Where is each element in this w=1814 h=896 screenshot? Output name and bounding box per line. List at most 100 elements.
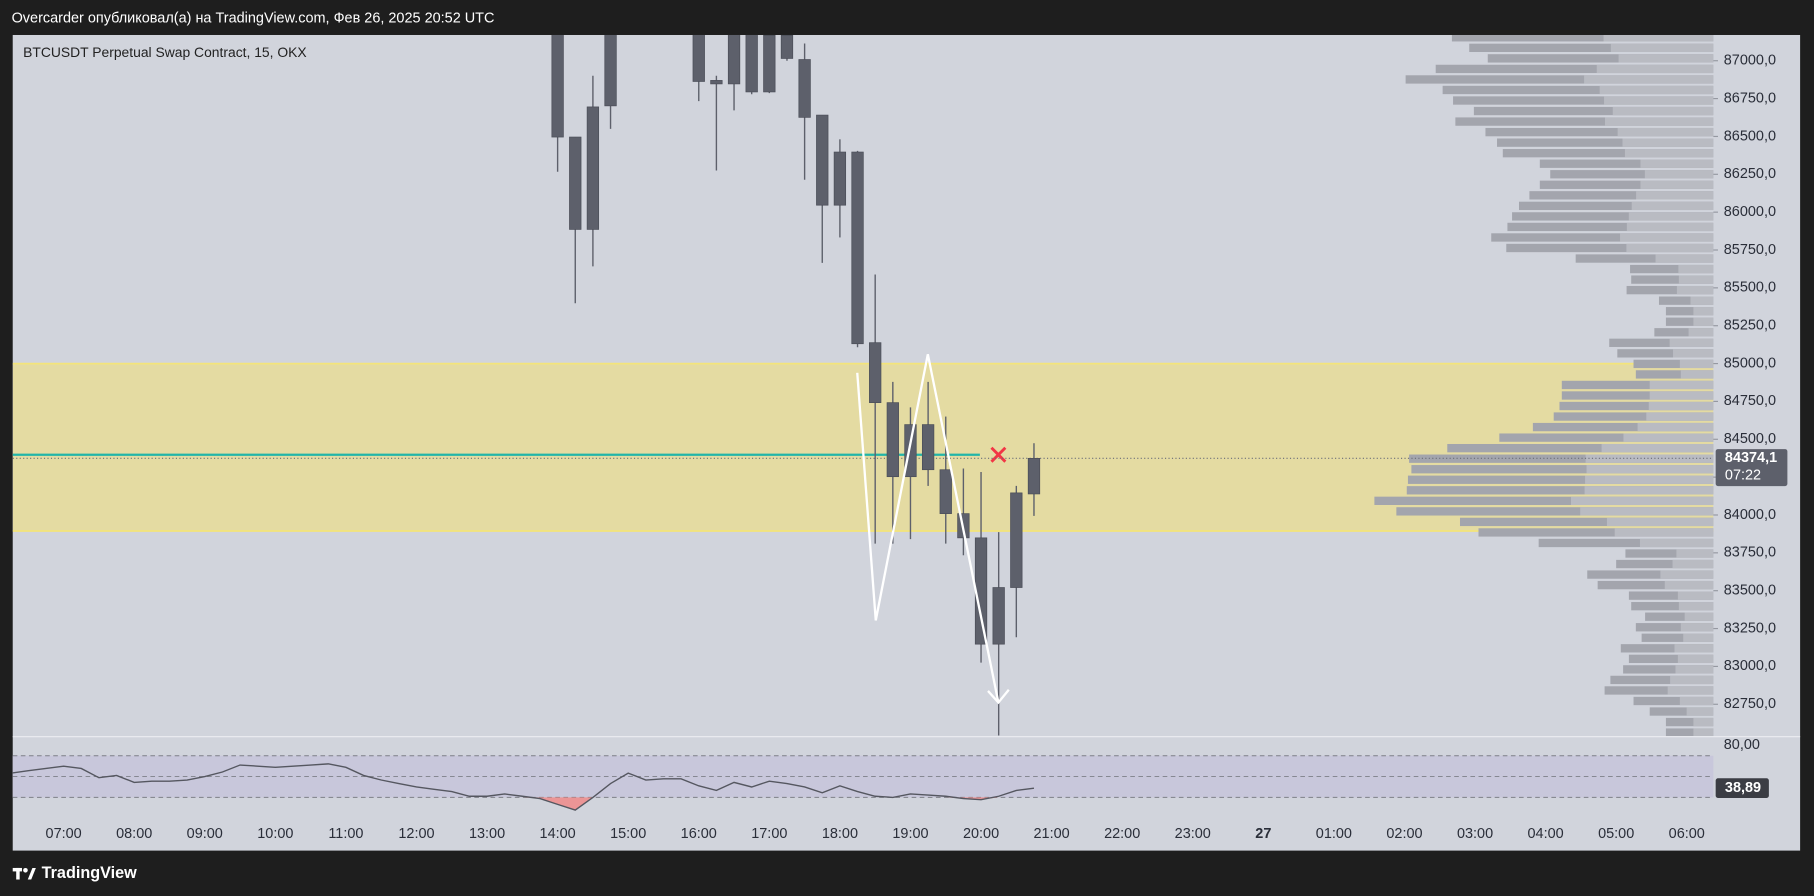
volume-profile-bar-part: [1649, 380, 1714, 390]
last-price-box: [1715, 449, 1788, 487]
x-tick-label: 09:00: [187, 826, 223, 842]
volume-profile-bar: [1631, 602, 1714, 611]
volume-profile-bar: [1497, 138, 1714, 147]
volume-profile-bar: [1447, 443, 1714, 453]
volume-profile-bar-part: [1676, 285, 1714, 295]
x-tick-label: 17:00: [751, 826, 787, 842]
volume-profile-bar: [1518, 201, 1714, 211]
volume-profile-bar-part: [1678, 602, 1714, 611]
volume-profile-bar-part: [1677, 654, 1714, 664]
y-tick-label: 86500,0: [1724, 128, 1776, 144]
volume-profile-bar: [1635, 623, 1714, 632]
volume-profile-bar: [1455, 117, 1714, 126]
volume-profile-bar-part: [1690, 296, 1714, 305]
rsi-last-box: [1715, 778, 1769, 798]
volume-profile-bar: [1553, 412, 1714, 421]
volume-profile-bar-part: [1599, 85, 1714, 95]
x-tick-label: 18:00: [822, 826, 858, 842]
volume-profile-bar: [1561, 380, 1714, 390]
volume-profile-bar-part: [1649, 391, 1714, 400]
drawing: [856, 354, 1000, 703]
volume-profile-bar: [1609, 338, 1714, 347]
candle-body: [833, 151, 847, 206]
volume-profile-bar: [1442, 85, 1714, 95]
volume-profile-bar-part: [1604, 117, 1714, 126]
volume-profile-bar: [1502, 149, 1714, 158]
candle-body: [727, 34, 741, 85]
main-pane: [12, 34, 1714, 737]
candle-body: [780, 34, 794, 59]
candle-body: [745, 34, 758, 93]
volume-profile-bar-part: [1636, 191, 1714, 200]
volume-profile-bar: [1507, 222, 1714, 232]
volume-profile-bar: [1658, 296, 1714, 305]
candle-body: [851, 151, 864, 345]
volume-profile-bar: [1633, 696, 1714, 706]
volume-profile-bar: [1654, 328, 1714, 337]
x-tick-label: 23:00: [1175, 826, 1211, 842]
x-tick-label: 12:00: [398, 826, 434, 842]
rsi-tick-label: 80,00: [1724, 737, 1760, 753]
volume-profile-bar-part: [1617, 127, 1714, 137]
volume-profile-bar: [1538, 538, 1714, 548]
volume-profile-bar-part: [1585, 475, 1714, 484]
volume-profile-bar: [1478, 528, 1714, 537]
y-tick-label: 83000,0: [1724, 658, 1776, 674]
volume-profile-bar: [1411, 465, 1714, 474]
x-tick-label: 04:00: [1528, 826, 1564, 842]
volume-profile-bar: [1575, 254, 1714, 263]
volume-profile-bar-part: [1670, 675, 1714, 685]
volume-profile-bar: [1406, 486, 1714, 495]
last-price-label: 84374,1: [1725, 450, 1777, 466]
logo-part: [27, 867, 36, 880]
volume-profile-bar: [1451, 34, 1714, 42]
volume-profile-bar-part: [1628, 212, 1714, 221]
volume-profile-bar-part: [1672, 559, 1714, 569]
y-tick-label: 85250,0: [1724, 318, 1776, 334]
volume-profile-bar-part: [1644, 170, 1714, 179]
volume-profile-bar-part: [1626, 222, 1714, 232]
volume-profile-bar: [1610, 675, 1714, 685]
volume-profile-bar: [1539, 159, 1714, 168]
volume-profile-bar-part: [1675, 665, 1714, 674]
volume-profile-bar: [1665, 728, 1714, 737]
volume-profile-bar-part: [1676, 549, 1714, 558]
x-tick-label: 19:00: [892, 826, 928, 842]
candle-body: [569, 136, 582, 230]
volume-profile-bar: [1491, 233, 1714, 242]
candle-body: [869, 342, 882, 403]
volume-profile-bar: [1628, 591, 1714, 600]
candle-body: [921, 424, 935, 471]
volume-profile-bar-part: [1614, 528, 1714, 537]
volume-profile-bar: [1617, 349, 1714, 358]
y-tick-label: 84750,0: [1724, 393, 1776, 409]
volume-profile-bar-part: [1684, 612, 1714, 621]
volume-profile-bar-part: [1584, 486, 1714, 495]
volume-profile-bar: [1550, 170, 1714, 179]
volume-profile-bar: [1473, 106, 1714, 116]
volume-profile-bar-part: [1620, 233, 1714, 242]
volume-profile-bar-part: [1679, 696, 1714, 706]
rsi-pane: [12, 755, 1714, 811]
volume-profile-bar: [1407, 475, 1714, 484]
candle-body: [1027, 457, 1041, 495]
volume-profile-bar: [1665, 317, 1714, 326]
volume-profile-bar-part: [1648, 401, 1714, 411]
y-tick-label: 84000,0: [1724, 507, 1776, 523]
volume-profile-bar: [1435, 64, 1714, 74]
candle-body: [992, 587, 1005, 645]
volume-profile-bar-part: [1586, 465, 1714, 474]
volume-profile-bar: [1631, 275, 1714, 284]
volume-profile-bar-part: [1678, 264, 1714, 274]
volume-profile-bar-part: [1626, 243, 1714, 253]
x-tick-label: 08:00: [116, 826, 152, 842]
volume-profile-bar-part: [1693, 307, 1714, 316]
volume-profile-bar-part: [1679, 359, 1714, 369]
volume-profile-bar: [1645, 612, 1714, 621]
volume-profile-bar-part: [1680, 370, 1714, 379]
volume-profile-bar: [1635, 370, 1714, 379]
volume-profile-bar-part: [1667, 686, 1714, 695]
volume-profile-bar-part: [1596, 64, 1714, 74]
volume-profile-bar-part: [1640, 180, 1714, 189]
